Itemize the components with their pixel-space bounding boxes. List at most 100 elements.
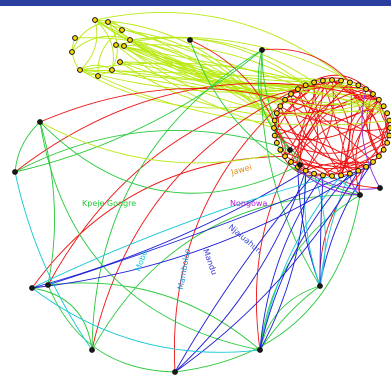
graph-edge	[273, 127, 381, 189]
graph-node	[329, 173, 335, 179]
graph-node	[282, 96, 288, 103]
graph-edge	[94, 19, 114, 71]
graph-edge	[14, 121, 41, 173]
graph-edge	[39, 87, 388, 144]
graph-node	[37, 119, 43, 125]
graph-edge	[79, 69, 286, 109]
graph-edge	[31, 170, 306, 289]
graph-edge	[14, 130, 291, 173]
graph-edge	[284, 99, 391, 131]
graph-edge	[313, 173, 326, 287]
graph-node	[384, 139, 391, 146]
graph-edge	[115, 44, 275, 129]
graph-edge	[259, 173, 351, 351]
graph-edge	[297, 89, 342, 176]
graph-node	[320, 172, 326, 179]
graph-node	[95, 73, 101, 79]
graph-edge	[355, 99, 380, 196]
graph-edge	[79, 64, 113, 71]
graph-edge	[174, 170, 359, 373]
graph-edge	[259, 285, 321, 351]
graph-edge	[94, 12, 351, 83]
graph-edge	[79, 19, 98, 71]
graph-node	[311, 170, 317, 177]
graph-edge	[31, 175, 333, 289]
graph-edge	[111, 69, 359, 86]
graph-edge	[322, 80, 351, 174]
graph-node	[302, 82, 309, 89]
graph-node	[45, 282, 51, 288]
graph-edge	[349, 82, 380, 157]
graph-edge	[259, 175, 342, 351]
graph-node	[311, 79, 317, 86]
graph-node	[127, 37, 133, 43]
graph-edge	[47, 282, 261, 351]
graph-edge	[47, 80, 342, 286]
graph-edge	[361, 89, 381, 189]
graph-edge	[123, 44, 306, 86]
graph-node	[320, 77, 326, 84]
graph-edge	[39, 121, 55, 286]
graph-node	[277, 146, 284, 153]
graph-node	[29, 285, 35, 291]
title-bar	[0, 0, 391, 6]
graph-edge	[119, 61, 281, 107]
graph-edge	[322, 135, 390, 176]
graph-edges	[14, 12, 391, 373]
graph-edge	[91, 49, 263, 351]
graph-edge	[289, 88, 367, 151]
graph-node	[271, 117, 278, 124]
graph-edge	[107, 21, 276, 121]
graph-node	[273, 110, 280, 117]
graph-node	[386, 117, 391, 124]
label-mamboloo: Mamboloo	[176, 248, 192, 291]
graph-edge	[259, 170, 307, 351]
graph-node	[288, 159, 294, 165]
graph-edge	[189, 39, 286, 157]
graph-edge	[260, 49, 321, 287]
graph-node	[273, 139, 280, 146]
graph-node	[370, 91, 376, 97]
graph-node	[288, 91, 294, 97]
graph-node	[338, 172, 344, 179]
graph-edge	[299, 80, 342, 166]
graph-edge	[14, 171, 93, 351]
graph-node	[277, 103, 284, 110]
graph-edge	[173, 88, 299, 373]
graph-node	[117, 59, 123, 65]
graph-edge	[39, 121, 301, 194]
graph-edge	[319, 175, 324, 287]
graph-edge	[319, 173, 351, 287]
graph-node	[302, 167, 309, 174]
graph-edge	[31, 155, 286, 289]
graph-edge	[97, 75, 390, 126]
label-kpeje-gongre: Kpeje Gongre	[82, 199, 136, 208]
label-nongowa: Nongowa	[230, 199, 267, 208]
graph-edge	[174, 194, 361, 373]
label-mandu: Mandu	[201, 248, 219, 276]
graph-node	[377, 185, 383, 191]
graph-edge	[261, 48, 351, 83]
graph-node	[380, 146, 387, 153]
graph-edge	[276, 93, 374, 115]
graph-edge	[119, 61, 380, 116]
graph-edge	[351, 99, 380, 171]
graph-edge	[174, 170, 307, 373]
graph-node	[271, 132, 278, 139]
graph-edge	[119, 61, 291, 95]
graph-edge	[79, 69, 367, 90]
graph-node	[121, 43, 127, 49]
graph-node	[338, 77, 344, 84]
graph-node	[386, 132, 391, 139]
graph-edge	[129, 36, 359, 86]
graph-node	[109, 67, 115, 73]
graph-edge	[331, 142, 388, 177]
graph-edge	[279, 106, 374, 164]
graph-node	[92, 17, 98, 23]
graph-node	[113, 42, 119, 48]
graph-edge	[314, 120, 390, 175]
graph-edge	[71, 21, 109, 53]
graph-edge	[304, 170, 321, 287]
graph-edge	[31, 161, 374, 289]
graph-edge	[47, 170, 359, 286]
